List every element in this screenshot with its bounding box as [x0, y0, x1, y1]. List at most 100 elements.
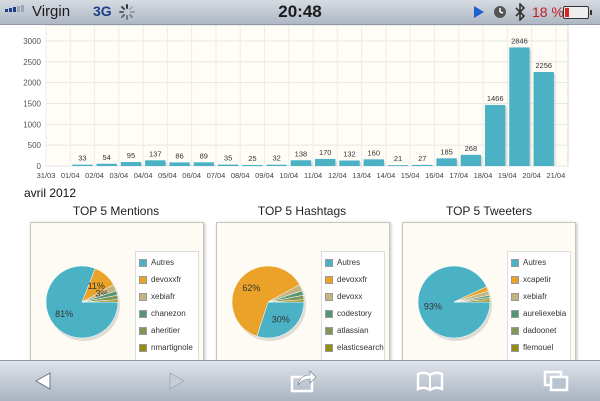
tabs-icon[interactable] [541, 367, 571, 395]
battery-icon [563, 6, 589, 19]
legend-swatch [325, 310, 333, 318]
x-tick-label: 21/04 [546, 171, 565, 180]
x-tick-label: 14/04 [377, 171, 396, 180]
legend-swatch [139, 259, 147, 267]
legend-label: Autres [523, 258, 546, 267]
x-tick-label: 10/04 [279, 171, 298, 180]
legend-swatch [139, 344, 147, 352]
legend-label: codestory [337, 309, 372, 318]
x-tick-label: 05/04 [158, 171, 177, 180]
legend-item: chanezon [139, 309, 186, 318]
bar-value-label: 25 [248, 154, 256, 163]
pie-chart: 81%11%3% [39, 259, 125, 345]
forward-arrow-icon[interactable] [162, 367, 192, 395]
bar-08/04 [242, 165, 262, 166]
bar-10/04 [291, 160, 311, 166]
bar-17/04 [461, 155, 481, 166]
bar-value-label: 27 [418, 154, 426, 163]
pie-slice-label: 81% [55, 309, 73, 319]
legend-item: atlassian [325, 326, 369, 335]
legend-item: xcapetir [511, 275, 551, 284]
legend-item: nmartignole [139, 343, 193, 352]
bar-12/04 [339, 161, 359, 167]
battery-percent: 18 % [532, 4, 564, 20]
legend-item: flemouel [511, 343, 553, 352]
bar-06/04 [194, 162, 214, 166]
bluetooth-icon [514, 3, 526, 21]
legend-item: Autres [511, 258, 546, 267]
legend-label: Autres [151, 258, 174, 267]
x-tick-label: 16/04 [425, 171, 444, 180]
bar-value-label: 32 [272, 154, 280, 163]
legend-label: devoxx [337, 292, 362, 301]
bar-value-label: 89 [200, 151, 208, 160]
status-bar: Virgin 3G 20:48 18 % [0, 0, 600, 25]
play-icon [473, 6, 485, 18]
legend-label: devoxxfr [151, 275, 181, 284]
legend-swatch [325, 327, 333, 335]
browser-toolbar [0, 360, 600, 401]
legend-swatch [511, 310, 519, 318]
legend-item: xebiafr [139, 292, 175, 301]
legend-item: aheritier [139, 326, 180, 335]
legend-swatch [139, 293, 147, 301]
legend-item: devoxxfr [325, 275, 367, 284]
x-tick-label: 15/04 [401, 171, 420, 180]
bar-value-label: 185 [440, 147, 453, 156]
bar-value-label: 132 [343, 150, 356, 159]
bar-15/04 [412, 165, 432, 166]
bar-value-label: 2846 [511, 36, 528, 45]
x-tick-label: 13/04 [352, 171, 371, 180]
pie-chart: 93% [411, 259, 497, 345]
x-tick-label: 07/04 [207, 171, 226, 180]
alarm-clock-icon [493, 5, 507, 19]
y-tick-label: 3000 [23, 37, 41, 46]
legend-swatch [139, 310, 147, 318]
legend-label: Autres [337, 258, 360, 267]
bar-value-label: 33 [78, 154, 86, 163]
legend-label: aheritier [151, 326, 180, 335]
y-tick-label: 2500 [23, 58, 41, 67]
x-tick-label: 19/04 [498, 171, 517, 180]
legend-swatch [139, 327, 147, 335]
x-tick-label: 18/04 [474, 171, 493, 180]
bar-13/04 [364, 159, 384, 166]
share-icon[interactable] [288, 367, 318, 395]
x-tick-label: 20/04 [522, 171, 541, 180]
bar-value-label: 138 [295, 149, 308, 158]
legend-label: devoxxfr [337, 275, 367, 284]
pie-slice-label: 93% [424, 302, 442, 312]
legend-swatch [511, 276, 519, 284]
mentions-title: TOP 5 Mentions [21, 204, 211, 218]
book-icon[interactable] [415, 367, 445, 395]
x-tick-label: 06/04 [182, 171, 201, 180]
bar-value-label: 160 [368, 148, 381, 157]
x-tick-label: 02/04 [85, 171, 104, 180]
legend-swatch [325, 276, 333, 284]
bar-02/04 [97, 164, 117, 166]
bar-value-label: 137 [149, 149, 162, 158]
legend-swatch [325, 259, 333, 267]
month-label: avril 2012 [24, 186, 76, 200]
legend-label: chanezon [151, 309, 186, 318]
bar-01/04 [72, 165, 92, 166]
bar-value-label: 1466 [487, 94, 504, 103]
x-tick-label: 11/04 [304, 171, 322, 180]
legend-item: Autres [139, 258, 174, 267]
x-tick-label: 09/04 [255, 171, 274, 180]
hashtags-title: TOP 5 Hashtags [207, 204, 397, 218]
x-tick-label: 08/04 [231, 171, 250, 180]
x-tick-label: 03/04 [109, 171, 128, 180]
bar-07/04 [218, 165, 238, 166]
pie-slice-label: 62% [242, 283, 260, 293]
bar-value-label: 86 [175, 151, 183, 160]
legend-label: nmartignole [151, 343, 193, 352]
back-arrow-icon[interactable] [28, 367, 58, 395]
bar-09/04 [266, 165, 286, 166]
bar-value-label: 268 [465, 144, 478, 153]
clock: 20:48 [0, 2, 600, 22]
